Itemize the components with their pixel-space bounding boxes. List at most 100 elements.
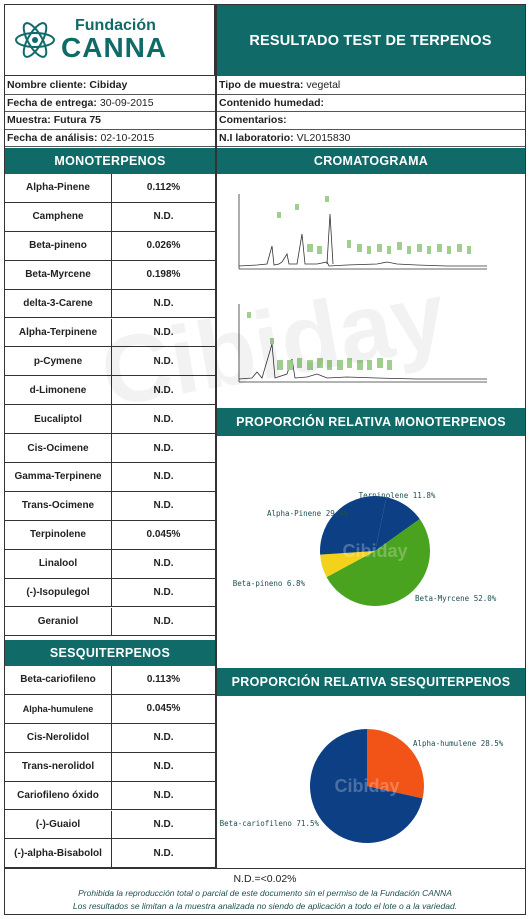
info-comments: Comentarios:: [217, 112, 525, 130]
compound-value: N.D.: [153, 326, 174, 338]
compound-name: Cis-Nerolidol: [5, 723, 112, 752]
compound-value: N.D.: [153, 471, 174, 483]
compound-name: Trans-Ocimene: [5, 491, 112, 520]
compound-value: N.D.: [153, 211, 174, 223]
table-row: Cis-Ocimene N.D.: [5, 434, 215, 463]
table-row: Cis-Nerolidol N.D.: [5, 723, 215, 753]
cromatograma-heading: CROMATOGRAMA: [217, 148, 525, 174]
compound-value: N.D.: [153, 298, 174, 310]
pie-label: Terpinolene 11.8%: [359, 491, 436, 500]
compound-name: delta-3-Carene: [5, 289, 112, 318]
compound-name: Gamma-Terpinene: [5, 463, 112, 491]
table-row: d-Limonene N.D.: [5, 376, 215, 406]
compound-name: Beta-cariofileno: [5, 666, 112, 694]
info-left: Nombre cliente: Cibiday Fecha de entrega:…: [5, 77, 215, 148]
table-row: Alpha-humulene 0.045%: [5, 694, 215, 724]
prop-mono-heading: PROPORCIÓN RELATIVA MONOTERPENOS: [217, 408, 525, 436]
pie-label: Beta-cariofileno 71.5%: [220, 819, 320, 828]
monoterpenos-pie-chart: Cibiday Terpinolene 11.8% Beta-Myrcene 52.…: [233, 491, 497, 606]
table-row: Beta-Myrcene 0.198%: [5, 260, 215, 290]
pie-label: Alpha-Pinene 29.4%: [267, 509, 349, 518]
pie-slice: [375, 497, 420, 551]
monoterpenos-heading: MONOTERPENOS: [5, 148, 215, 174]
nd-legend: N.D.=<0.02%: [233, 872, 297, 885]
report-title: RESULTADO TEST DE TERPENOS: [216, 5, 525, 76]
compound-name: Camphene: [5, 202, 112, 231]
compound-value: N.D.: [153, 847, 174, 859]
compound-value: N.D.: [153, 818, 174, 830]
compound-value: N.D.: [153, 442, 174, 454]
compound-name: (-)-Guaiol: [5, 810, 112, 839]
info-analysis-date: Fecha de análisis: 02-10-2015: [5, 130, 215, 148]
table-row: delta-3-Carene N.D.: [5, 289, 215, 319]
table-row: (-)-Isopulegol N.D.: [5, 578, 215, 608]
compound-value: N.D.: [153, 732, 174, 744]
compound-name: Geraniol: [5, 607, 112, 636]
footer-line-1: Prohibida la reproducción total o parcia…: [78, 887, 452, 898]
compound-value: N.D.: [153, 587, 174, 599]
info-sample-type: Tipo de muestra: vegetal: [217, 77, 525, 95]
pie-label: Beta-Myrcene 52.0%: [415, 594, 497, 603]
logo-bottom-text: CANNA: [61, 32, 168, 63]
table-row: Geraniol N.D.: [5, 607, 215, 637]
chromatogram-plots: [238, 194, 487, 383]
compound-value: 0.113%: [146, 674, 181, 686]
info-humidity: Contenido humedad:: [217, 95, 525, 113]
table-row: (-)-alpha-Bisabolol N.D.: [5, 839, 215, 869]
pie-watermark: Cibiday: [342, 541, 407, 561]
pie-label: Alpha-humulene 28.5%: [413, 739, 504, 748]
info-delivery-date: Fecha de entrega: 30-09-2015: [5, 95, 215, 113]
table-row: Trans-Ocimene N.D.: [5, 491, 215, 521]
table-row: Terpinolene 0.045%: [5, 520, 215, 550]
table-row: Beta-pineno 0.026%: [5, 231, 215, 261]
sesquiterpenos-heading: SESQUITERPENOS: [5, 640, 215, 666]
pie-label: Beta-pineno 6.8%: [233, 579, 306, 588]
prop-mono-panel: Cibiday Terpinolene 11.8% Beta-Myrcene 52.…: [217, 436, 525, 666]
compound-name: Eucaliptol: [5, 405, 112, 434]
compound-value: 0.026%: [146, 240, 181, 252]
compound-name: (-)-alpha-Bisabolol: [5, 839, 112, 868]
compound-value: 0.198%: [146, 269, 181, 281]
table-row: Alpha-Terpinene N.D.: [5, 318, 215, 348]
table-row: p-Cymene N.D.: [5, 347, 215, 377]
compound-name: d-Limonene: [5, 376, 112, 405]
info-lab-number: N.I laboratorio: VL2015830: [217, 130, 525, 148]
table-row: Linalool N.D.: [5, 549, 215, 579]
logo-area: Fundación CANNA: [5, 5, 215, 76]
compound-name: Trans-nerolidol: [5, 752, 112, 781]
compound-name: Alpha-Pinene: [5, 174, 112, 202]
pie-watermark: Cibiday: [334, 776, 399, 796]
compound-value: N.D.: [153, 355, 174, 367]
table-row: Gamma-Terpinene N.D.: [5, 463, 215, 492]
prop-sesqui-heading: PROPORCIÓN RELATIVA SESQUITERPENOS: [217, 668, 525, 696]
compound-name: (-)-Isopulegol: [5, 578, 112, 607]
table-row: Cariofileno óxido N.D.: [5, 781, 215, 811]
pie-slice: [367, 729, 424, 799]
chromatogram-panel: [217, 174, 525, 406]
compound-value: N.D.: [153, 761, 174, 773]
logo-top-text: Fundación: [75, 17, 156, 34]
table-row: Trans-nerolidol N.D.: [5, 752, 215, 782]
footer-line-2: Los resultados se limitan a la muestra a…: [72, 900, 458, 911]
report-frame: [4, 4, 526, 915]
compound-name: Cariofileno óxido: [5, 781, 112, 810]
footer: N.D.=<0.02% Prohibida la reproducción to…: [5, 868, 525, 914]
compound-value: N.D.: [153, 384, 174, 396]
compound-value: 0.112%: [146, 182, 181, 194]
sesquiterpenos-pie-chart: Cibiday Alpha-humulene 28.5% Beta-cariofil…: [220, 729, 504, 843]
compound-value: N.D.: [153, 615, 174, 627]
table-row: Beta-cariofileno 0.113%: [5, 666, 215, 695]
info-sample: Muestra: Futura 75: [5, 112, 215, 130]
compound-name: Linalool: [5, 549, 112, 578]
table-row: Camphene N.D.: [5, 202, 215, 232]
table-row: Alpha-Pinene 0.112%: [5, 174, 215, 203]
compound-value: 0.045%: [146, 703, 181, 715]
pie-slice: [320, 551, 375, 578]
compound-value: 0.045%: [146, 529, 181, 541]
compound-value: N.D.: [153, 500, 174, 512]
compound-name: Alpha-Terpinene: [5, 318, 112, 347]
column-divider: [215, 5, 217, 868]
info-client: Nombre cliente: Cibiday: [5, 77, 215, 95]
compound-value: N.D.: [153, 413, 174, 425]
compound-name: p-Cymene: [5, 347, 112, 376]
